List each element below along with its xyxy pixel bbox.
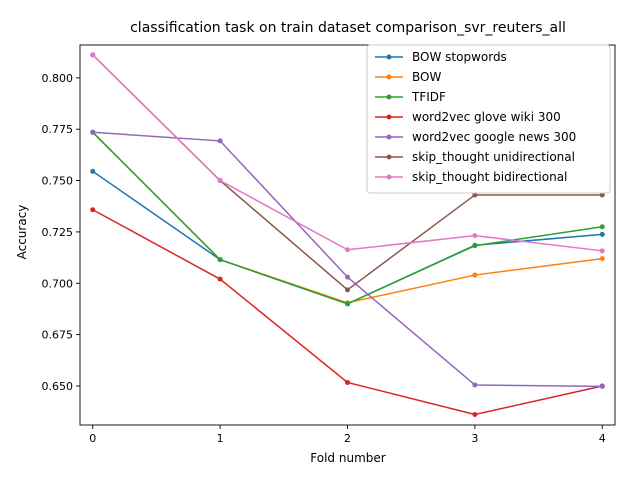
- legend-label: word2vec google news 300: [412, 130, 576, 144]
- series-6: [90, 52, 605, 254]
- legend-label: BOW stopwords: [412, 50, 507, 64]
- data-point: [599, 192, 605, 198]
- legend-swatch-marker: [386, 94, 392, 100]
- legend-swatch-marker: [386, 54, 392, 60]
- data-point: [599, 248, 605, 254]
- legend-box: [366, 44, 611, 194]
- y-tick-label: 0.775: [42, 123, 74, 136]
- x-tick-label: 1: [217, 432, 224, 445]
- data-point: [472, 272, 478, 278]
- y-tick-label: 0.650: [42, 380, 74, 393]
- legend-item: word2vec google news 300: [375, 130, 576, 144]
- legend: BOW stopwords BOW TFIDF word2vec glove wiki…: [366, 44, 611, 194]
- legend-label: BOW: [412, 70, 441, 84]
- data-point: [599, 231, 605, 237]
- legend-swatch-marker: [386, 174, 392, 180]
- y-tick-label: 0.700: [42, 277, 74, 290]
- plot-area: 0 1 2 3 4 0.650 0.675 0.700 0.725 0.750 0.775 0.800: [42, 44, 616, 445]
- chart-title: classification task on train dataset com…: [130, 20, 566, 36]
- data-point: [472, 382, 478, 388]
- x-tick-label: 2: [344, 432, 351, 445]
- data-point: [345, 287, 350, 293]
- data-point: [345, 247, 350, 253]
- legend-swatch-marker: [386, 74, 392, 80]
- x-tick-label: 4: [599, 432, 606, 445]
- legend-item: skip_thought bidirectional: [375, 170, 567, 184]
- x-tick-label: 0: [89, 432, 96, 445]
- legend-item: BOW: [375, 70, 441, 84]
- data-point: [217, 138, 223, 144]
- legend-label: skip_thought unidirectional: [412, 150, 575, 164]
- x-tick-label: 3: [471, 432, 478, 445]
- y-tick-label: 0.675: [42, 329, 74, 342]
- data-point: [345, 274, 350, 280]
- legend-item: TFIDF: [375, 90, 446, 104]
- y-tick-label: 0.725: [42, 226, 74, 239]
- legend-item: word2vec glove wiki 300: [375, 110, 561, 124]
- legend-swatch-marker: [386, 134, 392, 140]
- data-point: [472, 412, 478, 418]
- data-point: [217, 178, 223, 184]
- y-axis-title: Accuracy: [15, 205, 29, 260]
- data-point: [472, 243, 478, 249]
- legend-label: skip_thought bidirectional: [412, 170, 567, 184]
- y-tick-label: 0.750: [42, 175, 74, 188]
- data-point: [90, 129, 96, 135]
- data-point: [599, 224, 605, 230]
- data-point: [599, 383, 605, 389]
- legend-swatch-marker: [386, 114, 392, 120]
- series-3: [90, 207, 605, 418]
- legend-label: word2vec glove wiki 300: [412, 110, 561, 124]
- legend-item: skip_thought unidirectional: [375, 150, 575, 164]
- data-point: [217, 257, 223, 263]
- x-axis-title: Fold number: [310, 451, 385, 465]
- legend-swatch-marker: [386, 154, 392, 160]
- data-point: [599, 256, 605, 262]
- data-point: [90, 207, 96, 213]
- y-tick-label: 0.800: [42, 72, 74, 85]
- legend-item: BOW stopwords: [375, 50, 507, 64]
- legend-label: TFIDF: [411, 90, 446, 104]
- data-point: [217, 276, 223, 282]
- data-point: [345, 301, 350, 307]
- data-point: [472, 192, 478, 198]
- data-point: [472, 233, 478, 239]
- data-point: [90, 52, 96, 58]
- data-point: [90, 168, 96, 174]
- data-point: [345, 379, 350, 385]
